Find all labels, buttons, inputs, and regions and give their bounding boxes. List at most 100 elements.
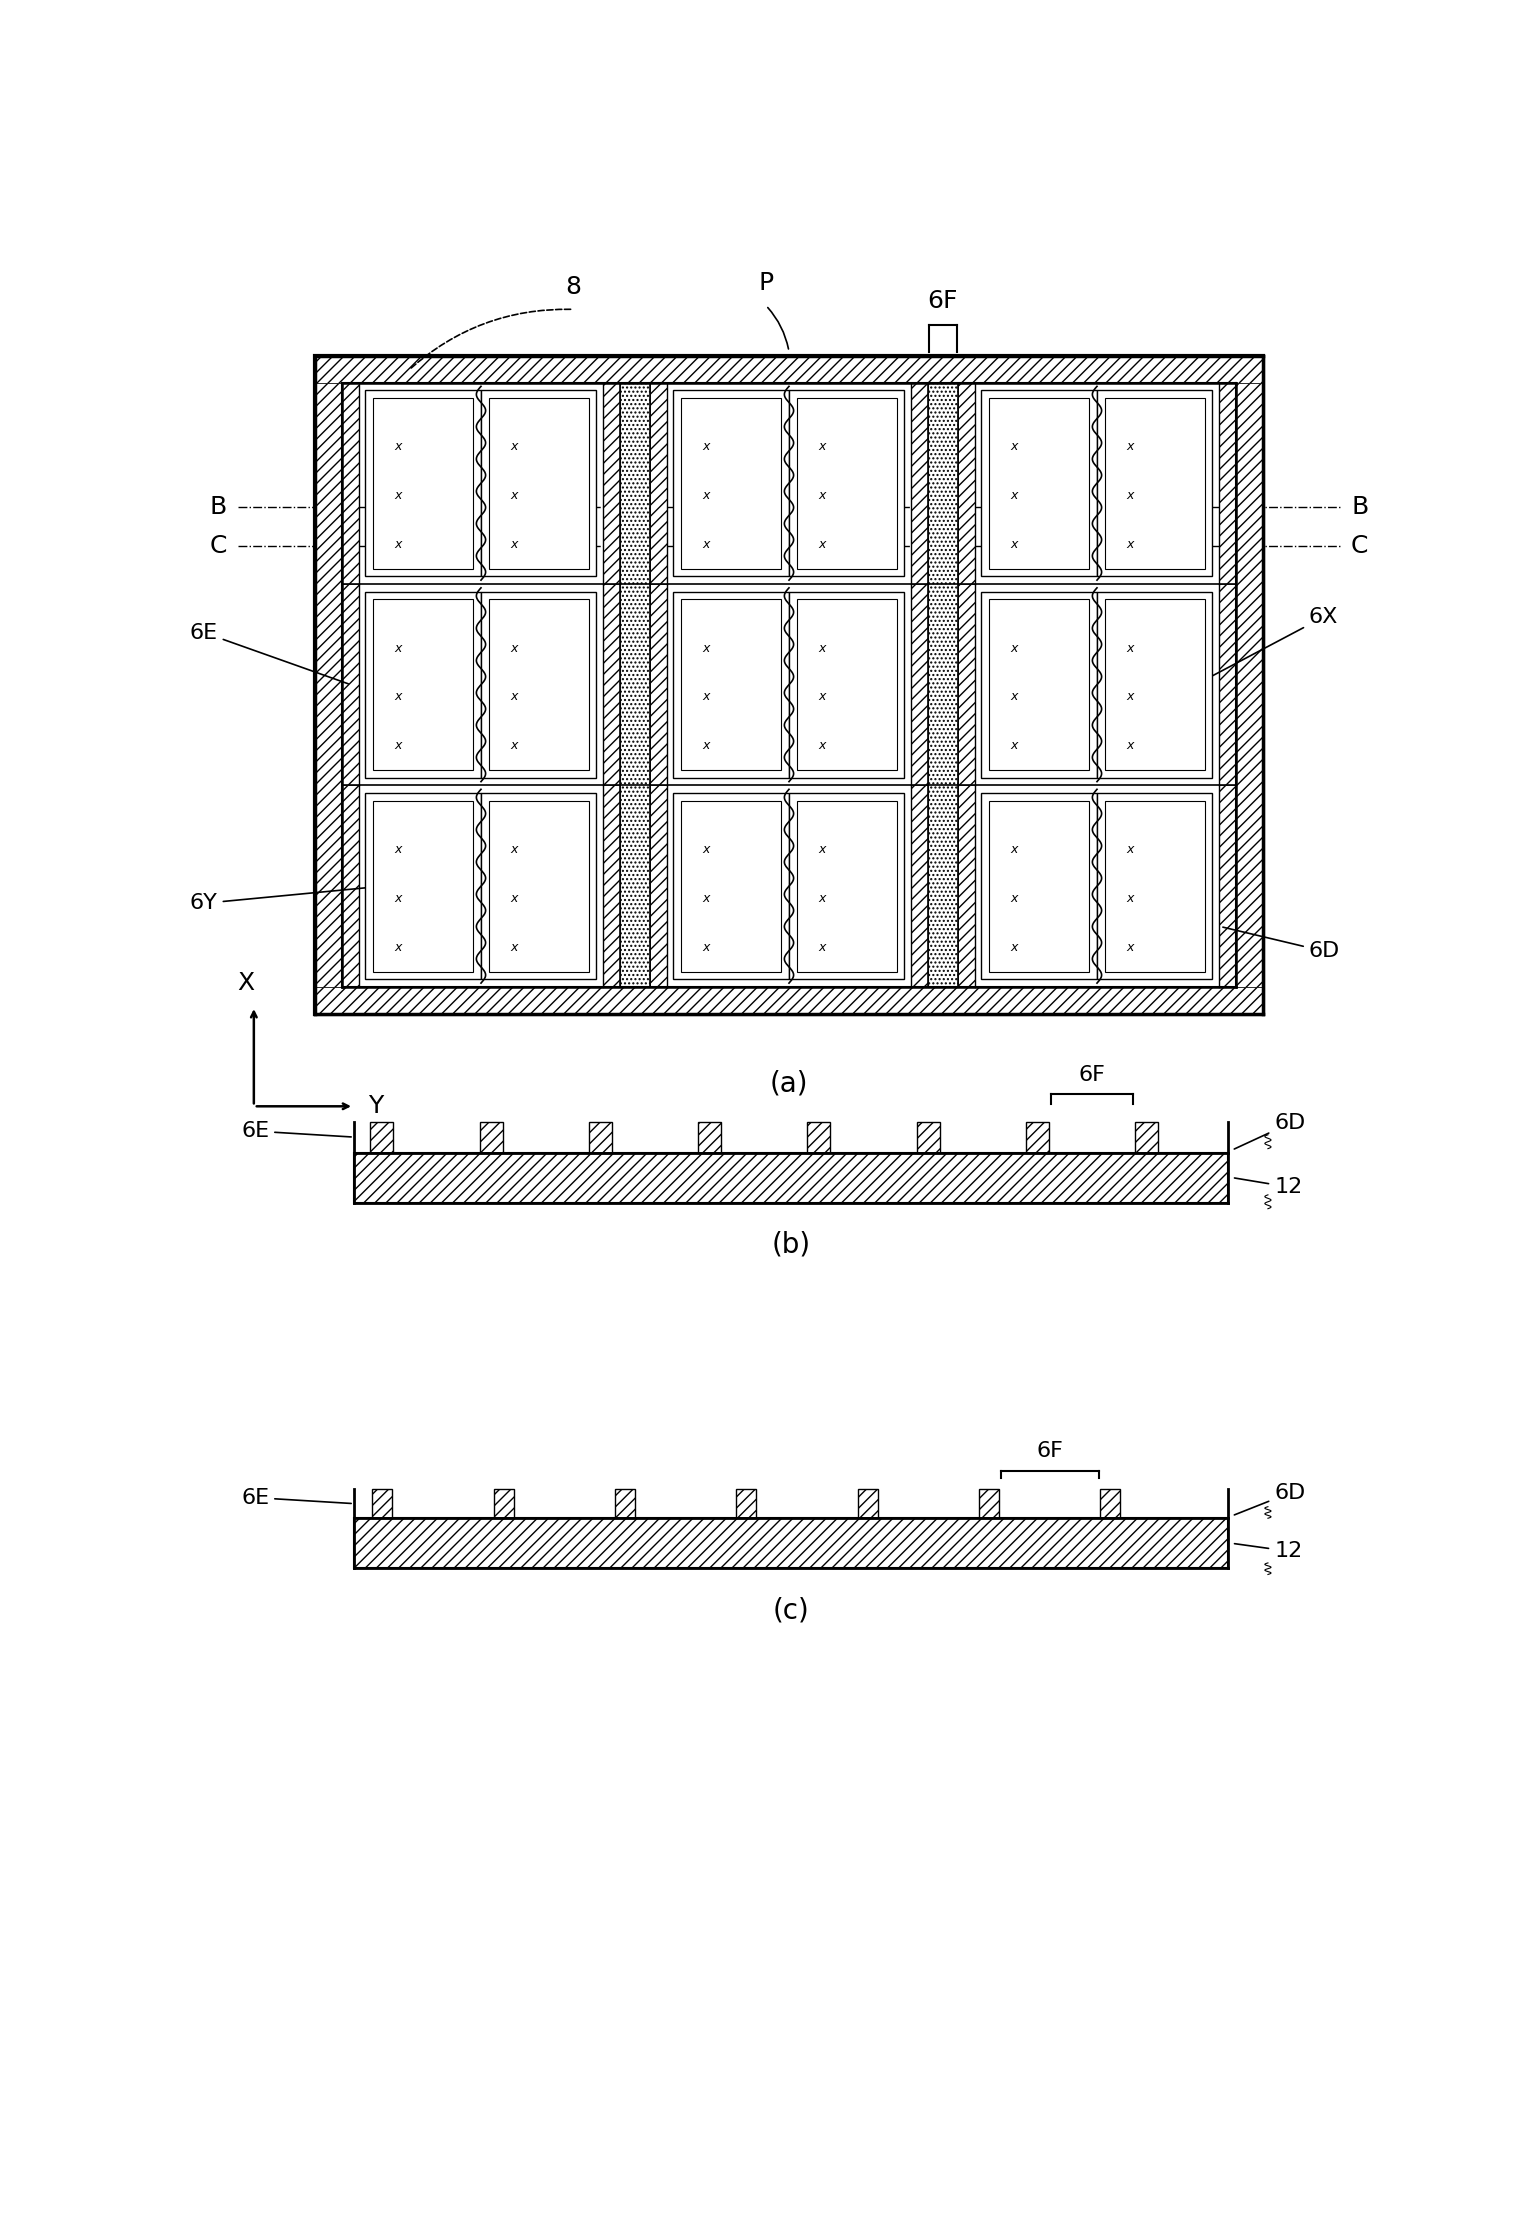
Text: x: x <box>818 441 826 454</box>
Bar <box>1218 583 1235 785</box>
Text: x: x <box>511 892 517 906</box>
Bar <box>494 1489 514 1517</box>
Text: x: x <box>511 690 517 703</box>
Bar <box>374 599 474 770</box>
Text: x: x <box>1010 892 1018 906</box>
Bar <box>651 785 667 988</box>
Text: C: C <box>209 534 228 558</box>
Bar <box>489 599 589 770</box>
Text: x: x <box>395 690 401 703</box>
Bar <box>366 592 481 779</box>
Bar <box>989 398 1089 570</box>
Text: 6F: 6F <box>927 289 958 314</box>
Bar <box>1235 383 1263 988</box>
Text: x: x <box>511 490 517 503</box>
Text: x: x <box>511 843 517 857</box>
Text: x: x <box>1010 441 1018 454</box>
Text: x: x <box>511 538 517 552</box>
Bar <box>374 801 474 972</box>
Text: x: x <box>1010 843 1018 857</box>
Bar <box>372 1489 392 1517</box>
Bar <box>917 1121 940 1153</box>
Text: (b): (b) <box>772 1230 811 1259</box>
Text: x: x <box>1126 690 1134 703</box>
Text: x: x <box>703 843 711 857</box>
Bar <box>1097 792 1212 979</box>
Bar <box>481 592 597 779</box>
Text: x: x <box>1126 441 1134 454</box>
Bar <box>315 383 343 988</box>
Text: x: x <box>395 538 401 552</box>
Text: x: x <box>1126 538 1134 552</box>
Text: C: C <box>1350 534 1369 558</box>
Bar <box>910 583 927 785</box>
Text: x: x <box>1010 690 1018 703</box>
Text: P: P <box>758 271 774 296</box>
Text: 6Y: 6Y <box>189 886 380 912</box>
Text: x: x <box>818 739 826 752</box>
Text: B: B <box>209 494 228 518</box>
Text: x: x <box>703 538 711 552</box>
Text: x: x <box>1010 941 1018 955</box>
Bar <box>1026 1121 1049 1153</box>
Bar <box>674 592 789 779</box>
Text: (a): (a) <box>769 1070 809 1097</box>
Text: x: x <box>703 441 711 454</box>
Text: x: x <box>1126 739 1134 752</box>
Bar <box>1104 398 1204 570</box>
Bar <box>315 356 1263 383</box>
Bar <box>1218 785 1235 988</box>
Text: x: x <box>395 441 401 454</box>
Bar <box>343 583 360 785</box>
Text: x: x <box>818 538 826 552</box>
Bar <box>603 383 620 583</box>
Text: 6D: 6D <box>1235 1484 1306 1515</box>
Text: x: x <box>1126 843 1134 857</box>
Bar <box>1097 592 1212 779</box>
Text: 6D: 6D <box>1235 1112 1306 1148</box>
Bar <box>371 1121 394 1153</box>
Text: 6E: 6E <box>241 1121 351 1141</box>
Text: 8: 8 <box>566 276 581 300</box>
Text: x: x <box>818 843 826 857</box>
Bar <box>981 389 1097 576</box>
Bar <box>789 389 904 576</box>
Bar <box>315 356 1263 1015</box>
Bar <box>481 389 597 576</box>
Bar <box>489 801 589 972</box>
Bar <box>958 785 975 988</box>
Bar <box>681 599 781 770</box>
Text: 12: 12 <box>1235 1542 1303 1562</box>
Text: x: x <box>1010 538 1018 552</box>
Bar <box>481 792 597 979</box>
Bar <box>981 792 1097 979</box>
Text: x: x <box>511 739 517 752</box>
Text: x: x <box>1010 490 1018 503</box>
Bar <box>343 383 360 583</box>
Text: x: x <box>703 941 711 955</box>
Bar <box>958 383 975 583</box>
Bar <box>958 583 975 785</box>
Text: x: x <box>395 641 401 654</box>
Text: x: x <box>511 941 517 955</box>
Bar <box>681 801 781 972</box>
Bar <box>366 389 481 576</box>
Bar <box>651 583 667 785</box>
Bar <box>603 785 620 988</box>
Text: X: X <box>237 970 255 995</box>
Text: x: x <box>1126 490 1134 503</box>
Text: Y: Y <box>368 1095 383 1119</box>
Bar <box>681 398 781 570</box>
Text: x: x <box>703 892 711 906</box>
Bar <box>489 398 589 570</box>
Text: x: x <box>1126 941 1134 955</box>
Bar <box>797 599 897 770</box>
Bar <box>615 1489 635 1517</box>
Bar <box>1135 1121 1158 1153</box>
Bar <box>1218 383 1235 583</box>
Text: x: x <box>511 441 517 454</box>
Text: 6E: 6E <box>241 1489 351 1509</box>
Bar <box>789 792 904 979</box>
Bar <box>980 1489 1000 1517</box>
Text: x: x <box>395 739 401 752</box>
